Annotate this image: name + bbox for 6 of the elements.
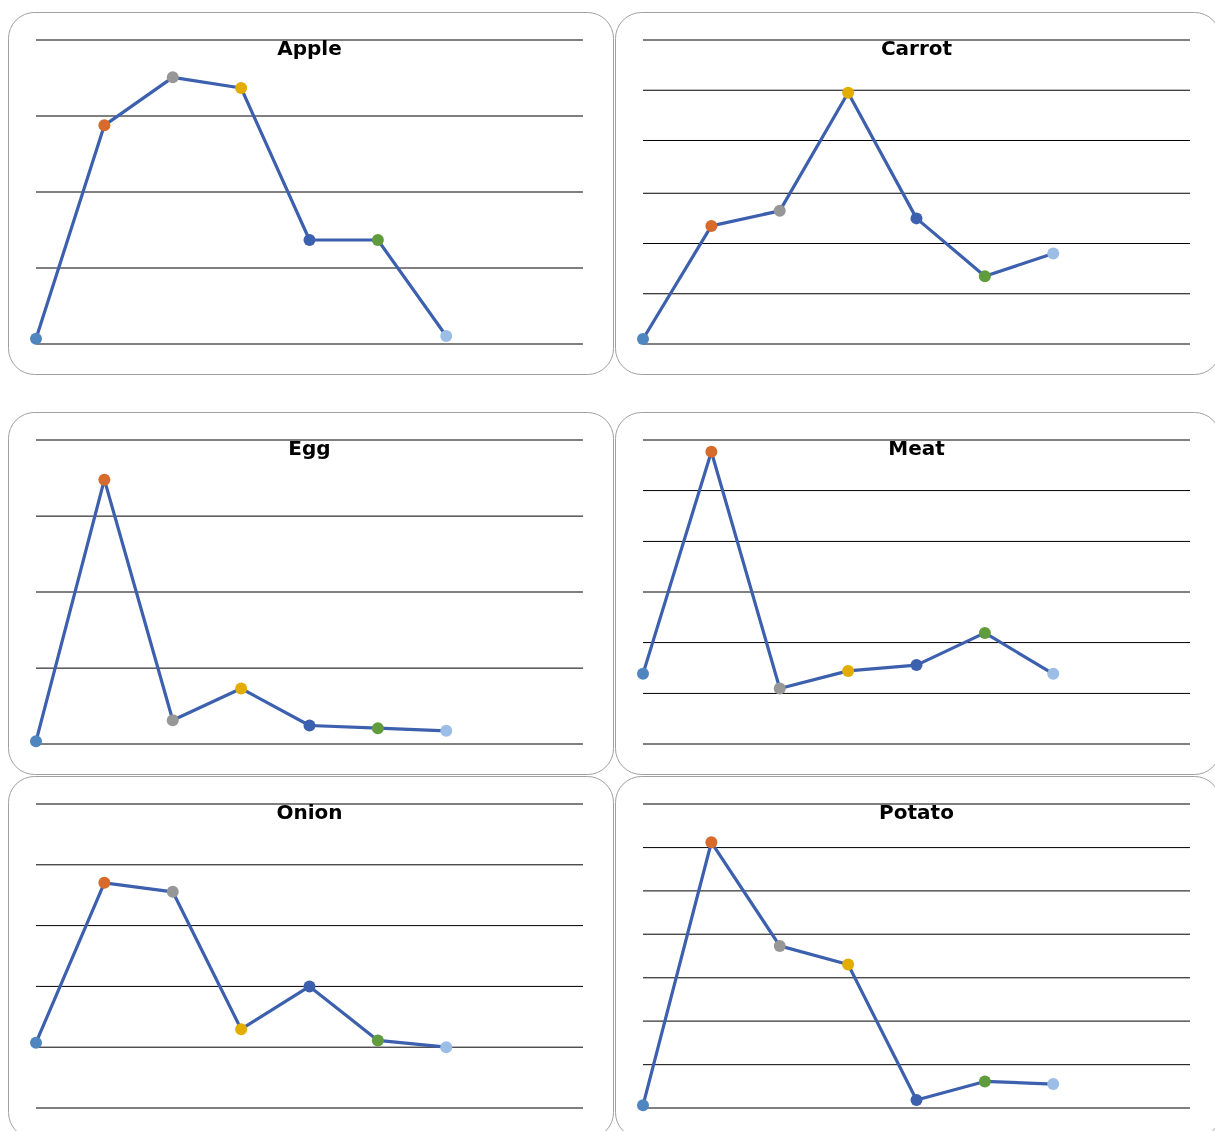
chart-title: Apple	[277, 36, 342, 60]
chart-title: Egg	[288, 436, 331, 460]
chart-title: Potato	[879, 800, 954, 824]
chart-title: Onion	[276, 800, 343, 824]
chart-title: Meat	[888, 436, 946, 460]
chart-title: Carrot	[880, 36, 953, 60]
